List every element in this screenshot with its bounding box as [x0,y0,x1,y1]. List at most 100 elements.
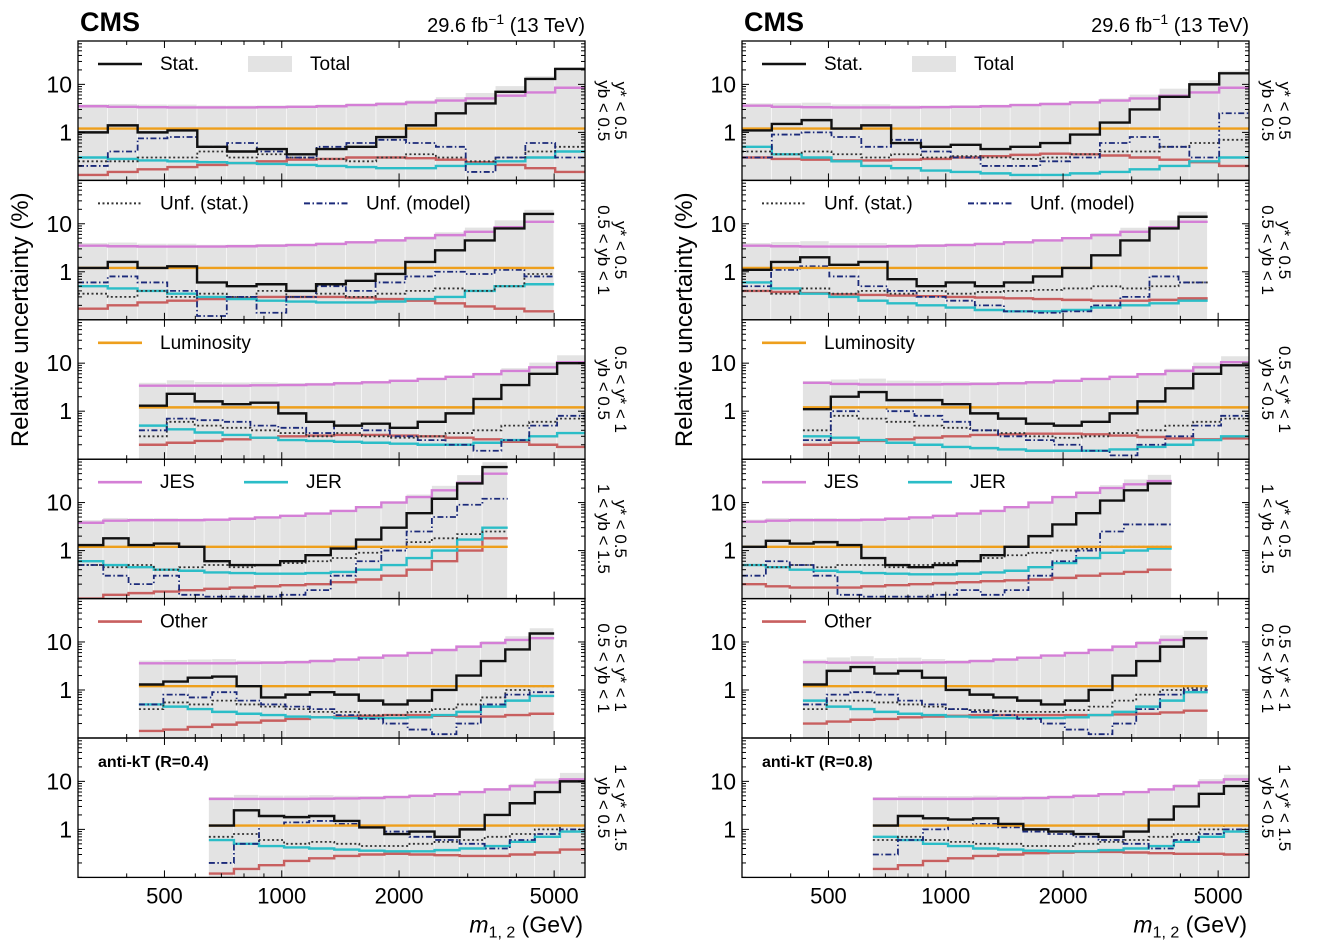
total-band-bin [229,517,255,599]
total-band-bin [435,232,465,320]
jer-series [742,145,1249,177]
y-tick-label: 10 [46,490,72,516]
unf-stat-series [742,281,1208,295]
total-band-bin [974,242,1004,320]
ystar-range-label: y* < 0.5 [1275,221,1294,279]
yb-range-label: yb < 0.5 [1258,777,1277,838]
legend-total-swatch [912,56,956,72]
total-band-bin [956,512,981,599]
unf-model-series [78,136,585,173]
legend-total-label: Total [310,54,350,75]
total-band-bin [187,659,212,738]
jes-series [872,778,1249,801]
total-band-bin [998,796,1023,878]
unf-stat-series [78,273,555,298]
jes-series [78,220,555,248]
total-band-bin [480,641,505,738]
total-band-bin [163,659,188,738]
total-band-bin [1004,506,1028,599]
y-axis-label: Relative uncertainty (%) [7,192,34,447]
y-tick-label: 1 [59,677,72,703]
total-band-bin [484,788,510,878]
total-band-bin [1041,654,1065,738]
luminosity-label: 29.6 fb−1 (13 TeV) [1091,11,1249,37]
total-band-bin [1088,649,1112,738]
legend-total-label: Total [974,54,1014,75]
total-band-bin [316,104,346,181]
unf-stat-series [138,685,555,716]
yb-range-label: 0.5 < yb < 1 [594,623,613,713]
total-band-bin [284,795,309,878]
total-band-bin [233,794,259,878]
total-band-bin [858,243,887,320]
total-band-bin [465,93,495,181]
y-tick-label: 10 [710,490,736,516]
total-band-bin [886,380,914,460]
jes-series [138,636,555,665]
legend-jer-label: JER [970,472,1006,493]
y-tick-label: 1 [723,677,736,703]
total-band-bin [278,382,306,460]
total-band-bin [850,656,874,738]
stat-series [742,482,1172,569]
total-band-bin [826,657,850,738]
total-band-bin [78,104,108,181]
total-band-bin [802,659,827,738]
total-band-bin [417,377,446,460]
ystar-range-label: 1 < y* < 1.5 [1275,764,1294,851]
total-band-bin [524,209,554,320]
stat-series [872,784,1249,839]
total-band-bin [103,517,128,599]
y-tick-label: 10 [46,71,72,97]
total-band-bin [1147,474,1172,599]
total-band-bin [874,658,898,738]
unf-stat-series [78,530,508,571]
jer-series [78,526,508,575]
total-band-bin [837,518,861,599]
yb-range-label: yb < 0.5 [1258,359,1277,420]
total-band-bin [389,379,418,460]
x-axis-label: m1, 2 (GeV) [1133,911,1247,941]
unf-stat-series [742,138,1249,160]
total-band-bin [346,103,376,181]
total-band-bin [1189,80,1219,181]
total-band-bin [948,796,973,878]
total-band-bin [1040,102,1070,181]
jer-series [742,547,1172,576]
total-band-bin [179,518,204,599]
other-series [208,848,585,875]
total-band-bin [482,462,508,599]
total-band-bin [742,519,766,599]
jer-series [208,830,585,853]
total-band-bin [529,362,557,460]
total-band-bin [945,660,969,738]
total-band-bin [256,244,286,320]
total-band-bin [153,518,179,599]
legend-jes-label: JES [824,472,859,493]
jer-series [872,830,1249,853]
unf-model-series [872,823,1249,856]
total-band-bin [765,518,790,599]
rapidity-bin-label: 1 < y* < 1.5yb < 0.5 [594,764,630,851]
total-band-bin [167,104,197,181]
subplot-row-4: 1 10 y* < 0.51 < yb < 1.5 JES JER [46,458,630,600]
jes-series [138,360,585,387]
total-band-bin [909,516,933,599]
total-band-bin [1109,375,1137,460]
total-band-bin [555,67,585,181]
total-band-bin [236,660,261,738]
jes-series [208,778,585,801]
total-band-bin [1100,485,1124,599]
legend-stat-label: Stat. [160,54,199,75]
jet-algorithm-label: anti-kT (R=0.8) [762,754,873,771]
legend-other-label: Other [160,612,208,633]
x-tick-label: 5000 [530,883,579,908]
subplot-row-1: 1 10 y* < 0.5yb < 0.5 Stat. Total [710,40,1294,182]
unf-model-series [742,523,1172,598]
total-band-bin [167,243,197,320]
subplot-row-6: 1 10 1 < y* < 1.5yb < 0.5 anti-kT (R=0.4) [46,737,630,879]
rapidity-bin-label: 1 < y* < 1.5yb < 0.5 [1258,764,1294,851]
ystar-range-label: 0.5 < y* < 1 [1275,625,1294,712]
rapidity-bin-label: y* < 0.51 < yb < 1.5 [1258,484,1294,574]
